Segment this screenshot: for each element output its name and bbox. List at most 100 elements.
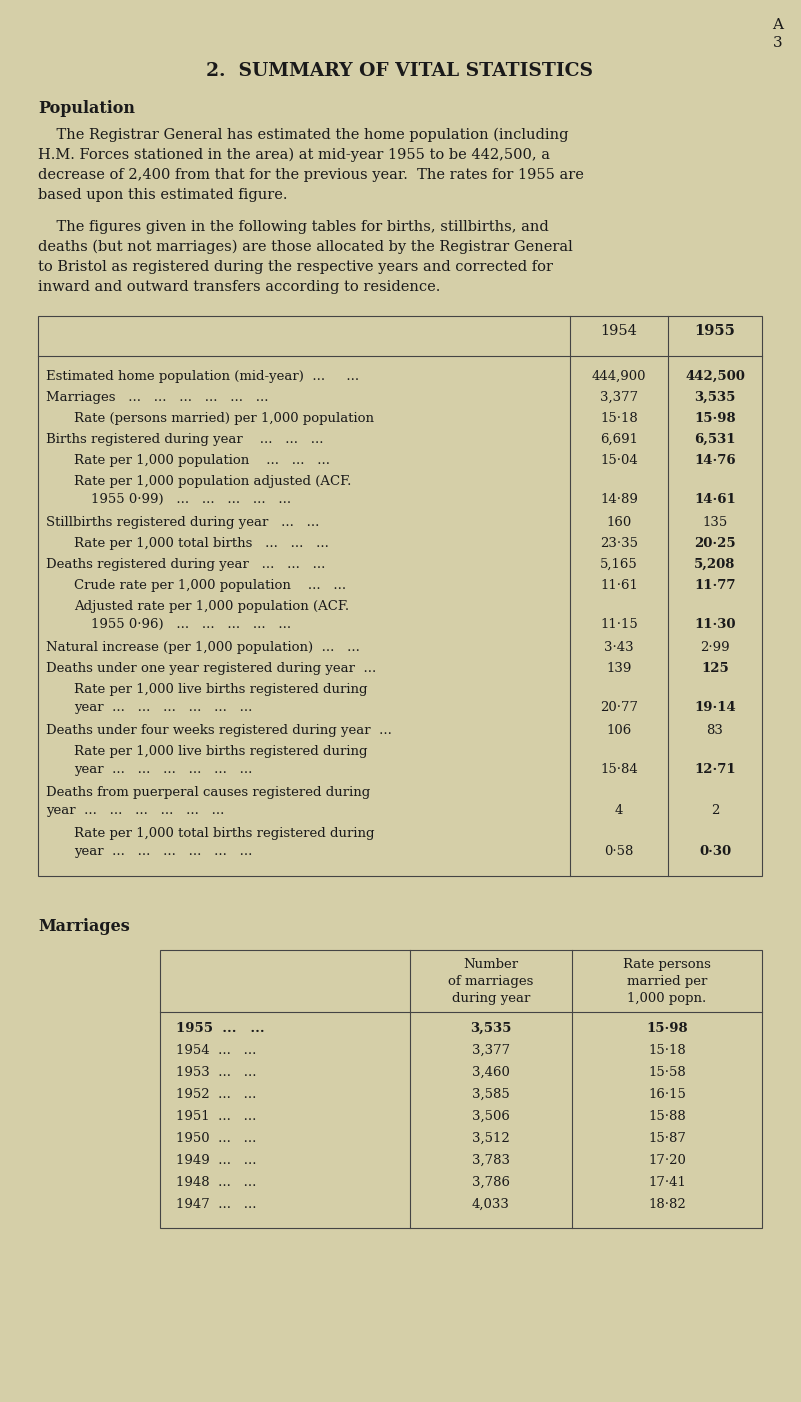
Text: 1954  ...   ...: 1954 ... ... (176, 1044, 256, 1057)
Text: 6,691: 6,691 (600, 433, 638, 446)
Text: Rate per 1,000 live births registered during: Rate per 1,000 live births registered du… (74, 683, 368, 695)
Text: 15·87: 15·87 (648, 1131, 686, 1145)
Text: year  ...   ...   ...   ...   ...   ...: year ... ... ... ... ... ... (74, 701, 252, 714)
Text: 160: 160 (606, 516, 632, 529)
Text: 18·82: 18·82 (648, 1197, 686, 1211)
Text: 135: 135 (702, 516, 727, 529)
Text: 3,377: 3,377 (600, 391, 638, 404)
Text: 1,000 popn.: 1,000 popn. (627, 993, 706, 1005)
Text: 0·58: 0·58 (604, 845, 634, 858)
Text: 3: 3 (773, 36, 783, 50)
Text: decrease of 2,400 from that for the previous year.  The rates for 1955 are: decrease of 2,400 from that for the prev… (38, 168, 584, 182)
Text: 2: 2 (710, 803, 719, 817)
Text: Marriages: Marriages (38, 918, 130, 935)
Text: 139: 139 (606, 662, 632, 674)
Text: A: A (772, 18, 783, 32)
Text: 3,585: 3,585 (472, 1088, 510, 1101)
Text: Stillbirths registered during year   ...   ...: Stillbirths registered during year ... .… (46, 516, 320, 529)
Text: married per: married per (627, 974, 707, 988)
Text: Deaths under one year registered during year  ...: Deaths under one year registered during … (46, 662, 376, 674)
Text: 2·99: 2·99 (700, 641, 730, 653)
Text: 6,531: 6,531 (694, 433, 736, 446)
Text: 3,783: 3,783 (472, 1154, 510, 1166)
Text: 3,506: 3,506 (472, 1110, 510, 1123)
Text: 5,208: 5,208 (694, 558, 735, 571)
Text: Rate per 1,000 population adjusted (ACF.: Rate per 1,000 population adjusted (ACF. (74, 475, 352, 488)
Text: during year: during year (452, 993, 530, 1005)
Text: based upon this estimated figure.: based upon this estimated figure. (38, 188, 288, 202)
Text: 1952  ...   ...: 1952 ... ... (176, 1088, 256, 1101)
Text: 4: 4 (615, 803, 623, 817)
Text: 23·35: 23·35 (600, 537, 638, 550)
Text: 16·15: 16·15 (648, 1088, 686, 1101)
Text: Births registered during year    ...   ...   ...: Births registered during year ... ... ..… (46, 433, 324, 446)
Text: 11·77: 11·77 (694, 579, 736, 592)
Text: 1947  ...   ...: 1947 ... ... (176, 1197, 256, 1211)
Text: Deaths from puerperal causes registered during: Deaths from puerperal causes registered … (46, 787, 370, 799)
Text: Deaths registered during year   ...   ...   ...: Deaths registered during year ... ... ..… (46, 558, 325, 571)
Text: Adjusted rate per 1,000 population (ACF.: Adjusted rate per 1,000 population (ACF. (74, 600, 349, 613)
Text: to Bristol as registered during the respective years and corrected for: to Bristol as registered during the resp… (38, 259, 553, 273)
Text: Population: Population (38, 100, 135, 116)
Text: 14·89: 14·89 (600, 494, 638, 506)
Text: Estimated home population (mid-year)  ...     ...: Estimated home population (mid-year) ...… (46, 370, 359, 383)
Text: 12·71: 12·71 (694, 763, 736, 775)
Text: 0·30: 0·30 (699, 845, 731, 858)
Text: 14·61: 14·61 (694, 494, 736, 506)
Text: 125: 125 (701, 662, 729, 674)
Text: 5,165: 5,165 (600, 558, 638, 571)
Text: inward and outward transfers according to residence.: inward and outward transfers according t… (38, 280, 441, 294)
Text: Marriages   ...   ...   ...   ...   ...   ...: Marriages ... ... ... ... ... ... (46, 391, 268, 404)
Text: 3·43: 3·43 (604, 641, 634, 653)
Bar (160, 951, 762, 1228)
Text: of marriages: of marriages (449, 974, 533, 988)
Text: 1955: 1955 (694, 324, 735, 338)
Text: Rate per 1,000 population    ...   ...   ...: Rate per 1,000 population ... ... ... (74, 454, 330, 467)
Text: 3,377: 3,377 (472, 1044, 510, 1057)
Text: 3,460: 3,460 (472, 1066, 510, 1080)
Bar (38, 315, 762, 876)
Text: deaths (but not marriages) are those allocated by the Registrar General: deaths (but not marriages) are those all… (38, 240, 573, 254)
Text: H.M. Forces stationed in the area) at mid-year 1955 to be 442,500, a: H.M. Forces stationed in the area) at mi… (38, 149, 550, 163)
Text: Rate (persons married) per 1,000 population: Rate (persons married) per 1,000 populat… (74, 412, 374, 425)
Text: 15·88: 15·88 (648, 1110, 686, 1123)
Text: 1955 0·96)   ...   ...   ...   ...   ...: 1955 0·96) ... ... ... ... ... (74, 618, 291, 631)
Text: 15·18: 15·18 (600, 412, 638, 425)
Text: 3,512: 3,512 (472, 1131, 510, 1145)
Text: 15·98: 15·98 (646, 1022, 688, 1035)
Text: 1948  ...   ...: 1948 ... ... (176, 1176, 256, 1189)
Text: 3,535: 3,535 (694, 391, 735, 404)
Text: 1955 0·99)   ...   ...   ...   ...   ...: 1955 0·99) ... ... ... ... ... (74, 494, 291, 506)
Text: 442,500: 442,500 (685, 370, 745, 383)
Text: 83: 83 (706, 723, 723, 737)
Text: 14·76: 14·76 (694, 454, 736, 467)
Text: Number: Number (464, 958, 518, 972)
Text: 444,900: 444,900 (592, 370, 646, 383)
Text: 20·77: 20·77 (600, 701, 638, 714)
Text: 11·30: 11·30 (694, 618, 736, 631)
Text: 15·18: 15·18 (648, 1044, 686, 1057)
Text: 19·14: 19·14 (694, 701, 736, 714)
Text: 15·84: 15·84 (600, 763, 638, 775)
Text: Rate persons: Rate persons (623, 958, 711, 972)
Text: Deaths under four weeks registered during year  ...: Deaths under four weeks registered durin… (46, 723, 392, 737)
Text: 20·25: 20·25 (694, 537, 736, 550)
Text: 106: 106 (606, 723, 632, 737)
Text: 15·98: 15·98 (694, 412, 736, 425)
Text: 1955  ...   ...: 1955 ... ... (176, 1022, 264, 1035)
Text: Natural increase (per 1,000 population)  ...   ...: Natural increase (per 1,000 population) … (46, 641, 360, 653)
Text: 17·41: 17·41 (648, 1176, 686, 1189)
Text: Rate per 1,000 live births registered during: Rate per 1,000 live births registered du… (74, 744, 368, 758)
Text: 3,535: 3,535 (470, 1022, 512, 1035)
Text: 4,033: 4,033 (472, 1197, 510, 1211)
Text: 1950  ...   ...: 1950 ... ... (176, 1131, 256, 1145)
Text: The figures given in the following tables for births, stillbirths, and: The figures given in the following table… (38, 220, 549, 234)
Text: 1951  ...   ...: 1951 ... ... (176, 1110, 256, 1123)
Text: Crude rate per 1,000 population    ...   ...: Crude rate per 1,000 population ... ... (74, 579, 346, 592)
Text: 11·15: 11·15 (600, 618, 638, 631)
Text: year  ...   ...   ...   ...   ...   ...: year ... ... ... ... ... ... (74, 763, 252, 775)
Text: year  ...   ...   ...   ...   ...   ...: year ... ... ... ... ... ... (46, 803, 224, 817)
Text: 2.  SUMMARY OF VITAL STATISTICS: 2. SUMMARY OF VITAL STATISTICS (207, 62, 594, 80)
Text: 11·61: 11·61 (600, 579, 638, 592)
Text: 15·04: 15·04 (600, 454, 638, 467)
